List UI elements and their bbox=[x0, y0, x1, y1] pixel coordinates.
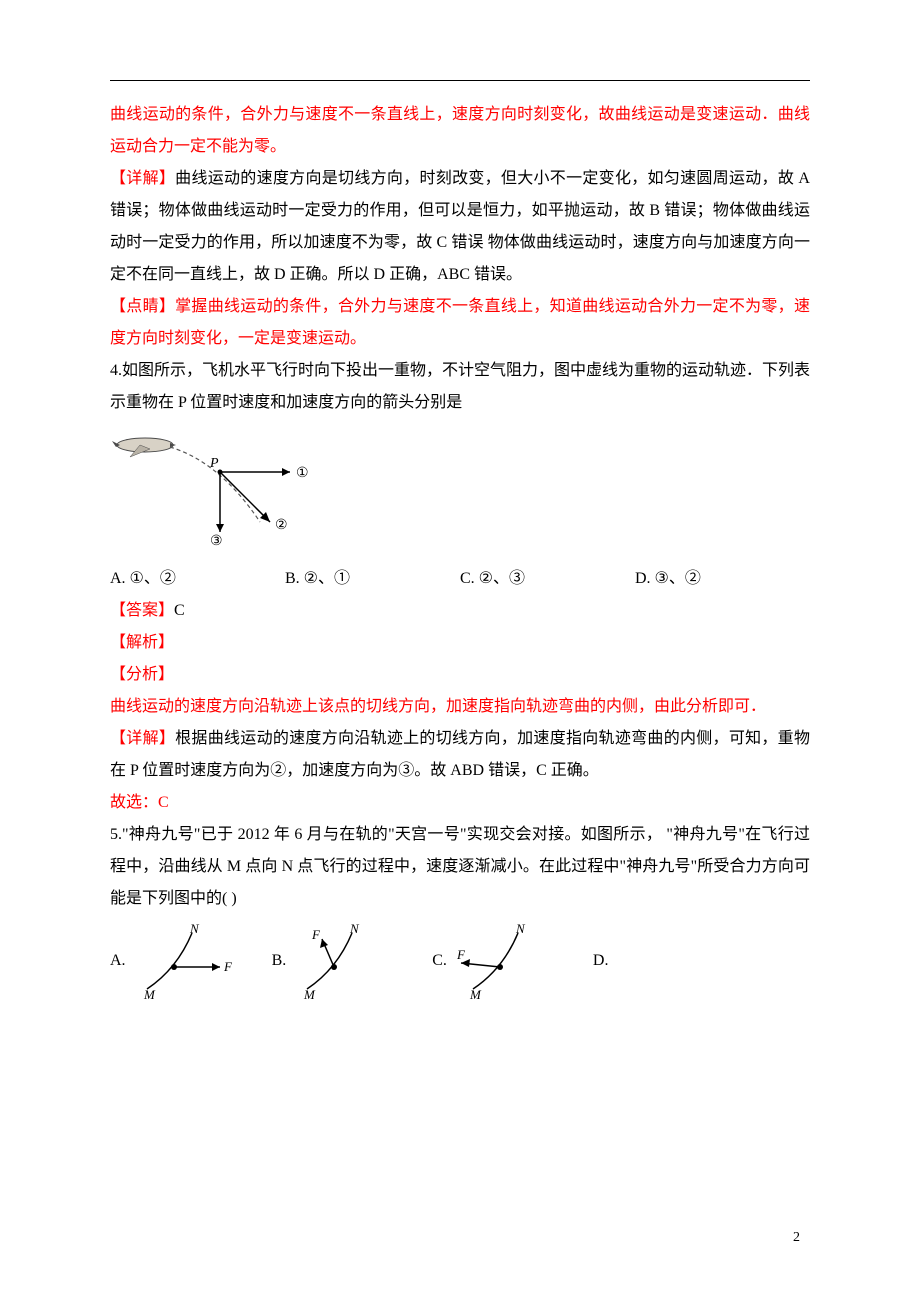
fig-b-N: N bbox=[349, 921, 360, 936]
fig-a-F: F bbox=[223, 959, 233, 974]
q5-opt-b-label: B. bbox=[272, 945, 287, 977]
q5-fig-c: M N F bbox=[453, 921, 563, 1001]
detail1-para: 【详解】曲线运动的速度方向是切线方向，时刻改变，但大小不一定变化，如匀速圆周运动… bbox=[110, 163, 810, 291]
dianjing-label: 【点睛】 bbox=[110, 298, 175, 315]
label-3: ③ bbox=[210, 534, 223, 547]
q4-figure: P ① ② ③ bbox=[110, 427, 810, 559]
q4-answer-label: 【答案】 bbox=[110, 602, 174, 619]
q4-jiexi: 【解析】 bbox=[110, 627, 810, 659]
fig-c-F: F bbox=[456, 947, 466, 962]
fig-c-M: M bbox=[469, 987, 482, 1001]
airplane-icon bbox=[112, 438, 176, 457]
label-2: ② bbox=[275, 518, 288, 533]
q4-answer: C bbox=[174, 602, 185, 619]
arrow-3-head bbox=[216, 524, 224, 532]
q4-fenxi: 【分析】 bbox=[110, 659, 810, 691]
q4-opt-c: C. ②、③ bbox=[460, 563, 635, 595]
arrow-2-line bbox=[220, 472, 270, 522]
fig-b-M: M bbox=[303, 987, 316, 1001]
page-number: 2 bbox=[793, 1224, 800, 1252]
intro-text: 曲线运动的条件，合外力与速度不一条直线上，速度方向时刻变化，故曲线运动是变速运动… bbox=[110, 106, 810, 155]
intro-para: 曲线运动的条件，合外力与速度不一条直线上，速度方向时刻变化，故曲线运动是变速运动… bbox=[110, 99, 810, 163]
q4-detail-para: 【详解】根据曲线运动的速度方向沿轨迹上的切线方向，加速度指向轨迹弯曲的内侧，可知… bbox=[110, 723, 810, 787]
q4-answer-row: 【答案】C bbox=[110, 595, 810, 627]
q5-options: A. M N F B. M N F bbox=[110, 921, 810, 1001]
q4-guxuan: 故选：C bbox=[110, 787, 810, 819]
q4-opt-d: D. ③、② bbox=[635, 563, 810, 595]
q4-text: 4.如图所示，飞机水平飞行时向下投出一重物，不计空气阻力，图中虚线为重物的运动轨… bbox=[110, 355, 810, 419]
page: 曲线运动的条件，合外力与速度不一条直线上，速度方向时刻变化，故曲线运动是变速运动… bbox=[0, 0, 920, 1302]
detail1-label: 【详解】 bbox=[110, 170, 175, 187]
q5-opt-c-label: C. bbox=[432, 945, 447, 977]
label-p: P bbox=[209, 456, 219, 471]
dianjing-para: 【点睛】掌握曲线运动的条件，合外力与速度不一条直线上，知道曲线运动合外力一定不为… bbox=[110, 291, 810, 355]
top-rule bbox=[110, 80, 810, 81]
q5-fig-b: M N F bbox=[292, 921, 402, 1001]
q4-detail-label: 【详解】 bbox=[110, 730, 175, 747]
q4-fenxi-body: 曲线运动的速度方向沿轨迹上该点的切线方向，加速度指向轨迹弯曲的内侧，由此分析即可… bbox=[110, 691, 810, 723]
q5-opt-a-label: A. bbox=[110, 945, 126, 977]
q5-opt-d-label: D. bbox=[593, 945, 609, 977]
dianjing-body: 掌握曲线运动的条件，合外力与速度不一条直线上，知道曲线运动合外力一定不为零，速度… bbox=[110, 298, 810, 347]
q4-opt-a: A. ①、② bbox=[110, 563, 285, 595]
q4-detail-body: 根据曲线运动的速度方向沿轨迹上的切线方向，加速度指向轨迹弯曲的内侧，可知，重物在… bbox=[110, 730, 810, 779]
q4-options: A. ①、② B. ②、① C. ②、③ D. ③、② bbox=[110, 563, 810, 595]
q5-text: 5."神舟九号"已于 2012 年 6 月与在轨的"天宫一号"实现交会对接。如图… bbox=[110, 819, 810, 915]
detail1-body: 曲线运动的速度方向是切线方向，时刻改变，但大小不一定变化，如匀速圆周运动，故 A… bbox=[110, 170, 810, 283]
q4-svg: P ① ② ③ bbox=[110, 427, 340, 547]
q5-opt-d-cell: D. bbox=[593, 945, 615, 977]
q5-opt-c-cell: C. M N F bbox=[432, 921, 563, 1001]
q5-opt-b-cell: B. M N F bbox=[272, 921, 403, 1001]
label-1: ① bbox=[296, 466, 309, 481]
fig-a-M: M bbox=[143, 987, 156, 1001]
fig-b-F: F bbox=[311, 927, 321, 942]
q4-opt-b: B. ②、① bbox=[285, 563, 460, 595]
q5-fig-a: M N F bbox=[132, 921, 242, 1001]
fig-a-N: N bbox=[189, 921, 200, 936]
q5-opt-a-cell: A. M N F bbox=[110, 921, 242, 1001]
arrow-1-head bbox=[282, 468, 290, 476]
fig-c-N: N bbox=[515, 921, 526, 936]
